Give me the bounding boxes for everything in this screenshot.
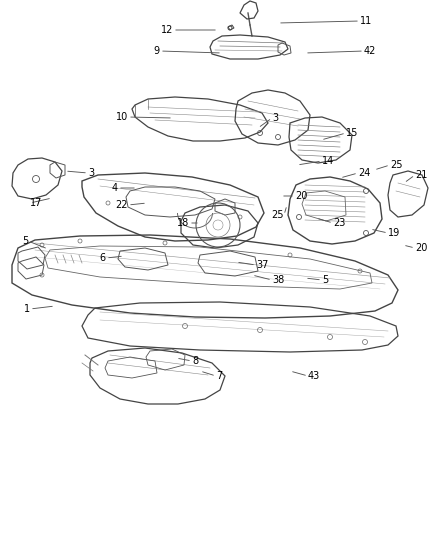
Text: 5: 5	[322, 275, 328, 285]
Text: 9: 9	[154, 46, 160, 56]
Text: 25: 25	[272, 210, 284, 220]
Text: 15: 15	[346, 128, 358, 138]
Text: 24: 24	[358, 168, 371, 178]
Text: 6: 6	[100, 253, 106, 263]
Text: 23: 23	[333, 218, 346, 228]
Text: 19: 19	[388, 228, 400, 238]
Text: 11: 11	[360, 16, 372, 26]
Text: 12: 12	[161, 25, 173, 35]
Text: 37: 37	[256, 260, 268, 270]
Text: 3: 3	[88, 168, 94, 178]
Text: 5: 5	[22, 236, 28, 246]
Text: 17: 17	[30, 198, 42, 208]
Text: 7: 7	[216, 371, 222, 381]
Text: 20: 20	[295, 191, 307, 201]
Text: 42: 42	[364, 46, 376, 56]
Text: 38: 38	[272, 275, 284, 285]
Text: 25: 25	[390, 160, 403, 170]
Text: 14: 14	[322, 156, 334, 166]
Text: 18: 18	[177, 218, 189, 228]
Text: 3: 3	[272, 113, 278, 123]
Text: 22: 22	[116, 200, 128, 210]
Text: 21: 21	[415, 170, 427, 180]
Text: 20: 20	[415, 243, 427, 253]
Text: 8: 8	[192, 356, 198, 366]
Text: 43: 43	[308, 371, 320, 381]
Text: 4: 4	[112, 183, 118, 193]
Text: 1: 1	[24, 304, 30, 314]
Text: 10: 10	[116, 112, 128, 122]
